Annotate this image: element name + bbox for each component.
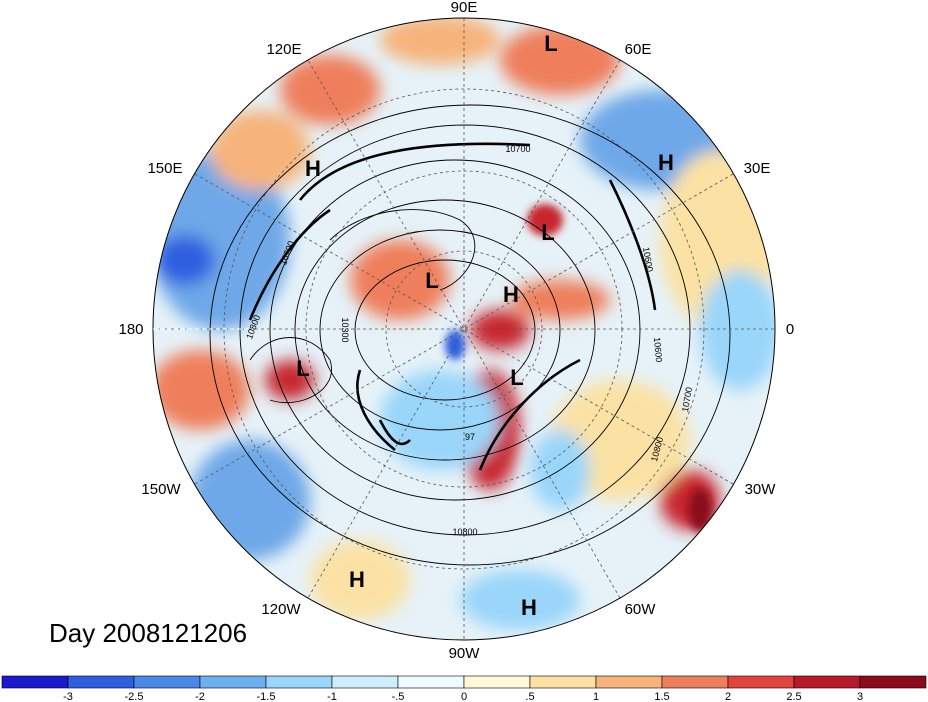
lon-label-90w: 90W [449, 645, 481, 662]
colorbar-swatch [859, 675, 927, 689]
high-pressure-label: H [658, 150, 674, 175]
contour-label: 10700 [505, 144, 530, 154]
lon-label-180: 180 [118, 321, 143, 338]
colorbar: -3 -2.5 -2 -1.5 -1 -.5 0 .5 1 1.5 2 2.5 3 [1, 675, 927, 702]
contour-label: 10600 [641, 246, 655, 272]
colorbar-swatch [133, 675, 201, 689]
colorbar-tick-label: 3 [857, 691, 863, 702]
low-pressure-label: L [296, 356, 309, 381]
colorbar-tick-label: .5 [525, 691, 534, 702]
colorbar-swatch [463, 675, 531, 689]
colorbar-swatch [67, 675, 135, 689]
colorbar-swatch [199, 675, 267, 689]
colorbar-swatch [661, 675, 729, 689]
lon-label-0: 0 [786, 321, 794, 338]
colorbar-tick-label: 0 [461, 691, 467, 702]
colorbar-tick-label: -2 [195, 691, 205, 702]
contour-label: 10600 [652, 337, 664, 363]
pressure-centers: L H H L L H L L H H [296, 31, 674, 620]
colorbar-swatch [265, 675, 333, 689]
low-pressure-label: L [544, 31, 557, 56]
low-pressure-label: L [510, 365, 523, 390]
contour-label: 10800 [452, 527, 477, 537]
contour-label: 10700 [680, 386, 694, 412]
high-pressure-label: H [305, 156, 321, 181]
lon-label-60w: 60W [625, 601, 657, 618]
lon-label-30w: 30W [745, 481, 777, 498]
colorbar-swatch [529, 675, 597, 689]
colorbar-tick-label: -1.5 [257, 691, 276, 702]
colorbar-swatch [331, 675, 399, 689]
colorbar-tick-label: 1 [593, 691, 599, 702]
colorbar-swatch [793, 675, 861, 689]
page-title: Day 2008121206 [49, 618, 248, 648]
colorbar-tick-label: 2.5 [786, 691, 801, 702]
high-pressure-label: H [521, 595, 537, 620]
colorbar-tick-label: -3 [63, 691, 73, 702]
low-pressure-label: L [425, 268, 438, 293]
lon-label-30e: 30E [744, 160, 771, 177]
lon-label-90e: 90E [451, 0, 478, 16]
lon-label-120e: 120E [266, 41, 301, 58]
high-pressure-label: H [503, 282, 519, 307]
lon-label-150w: 150W [141, 481, 181, 498]
lon-label-120w: 120W [261, 601, 301, 618]
colorbar-tick-label: -.5 [392, 691, 405, 702]
colorbar-tick-label: -1 [327, 691, 337, 702]
colorbar-swatch [595, 675, 663, 689]
colorbar-tick-label: -2.5 [125, 691, 144, 702]
colorbar-tick-label: 2 [725, 691, 731, 702]
colorbar-swatch [397, 675, 465, 689]
colorbar-swatch [1, 675, 69, 689]
low-pressure-label: L [541, 220, 554, 245]
colorbar-tick-label: 1.5 [654, 691, 669, 702]
lon-label-150e: 150E [147, 160, 182, 177]
longitude-labels: 90E 60E 30E 0 30W 60W 90W 120W 150W 180 … [118, 0, 794, 662]
high-pressure-label: H [349, 567, 365, 592]
colorbar-swatch [727, 675, 795, 689]
contour-label: 10300 [340, 317, 350, 342]
contour-label: 97 [465, 432, 475, 442]
lon-label-60e: 60E [625, 41, 652, 58]
